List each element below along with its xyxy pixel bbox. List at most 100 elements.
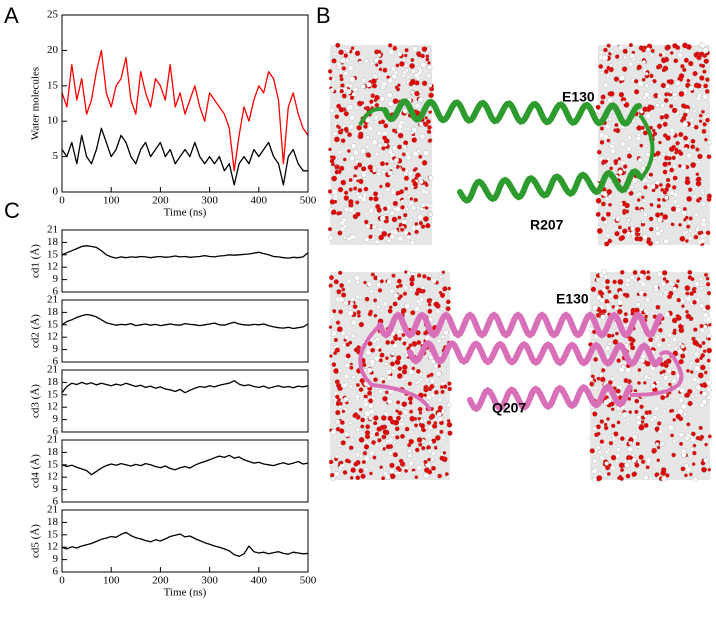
water-atom xyxy=(602,54,609,61)
water-atom xyxy=(699,286,704,291)
water-atom xyxy=(675,314,680,319)
water-atom xyxy=(391,273,396,278)
water-atom xyxy=(424,425,429,430)
water-atom xyxy=(671,452,676,458)
water-atom xyxy=(348,306,353,311)
water-atom xyxy=(358,178,364,185)
y-tick-label: 21 xyxy=(47,364,58,376)
water-atom xyxy=(630,311,635,316)
water-atom xyxy=(409,197,414,201)
water-atom xyxy=(597,110,602,114)
water-atom xyxy=(684,473,688,478)
water-atom xyxy=(408,438,414,445)
water-atom xyxy=(354,275,361,281)
water-atom xyxy=(674,147,679,153)
water-atom xyxy=(678,91,685,97)
water-atom xyxy=(603,425,609,431)
plot-frame xyxy=(61,299,309,363)
water-atom xyxy=(340,331,346,336)
water-atom xyxy=(635,441,640,446)
water-atom xyxy=(593,386,598,390)
water-atom xyxy=(656,458,661,463)
water-atom xyxy=(656,342,662,348)
water-atom xyxy=(367,164,374,170)
water-atom xyxy=(351,319,357,326)
water-atom xyxy=(434,429,440,435)
water-atom xyxy=(608,440,614,446)
water-atom xyxy=(340,138,346,144)
water-atom xyxy=(345,48,350,54)
water-atom xyxy=(428,273,432,278)
x-tick-label: 300 xyxy=(201,195,218,207)
water-atom xyxy=(667,332,672,338)
water-atom xyxy=(426,420,432,425)
water-atom xyxy=(354,159,360,164)
water-atom xyxy=(643,314,648,319)
water-atom xyxy=(642,198,647,203)
water-atom xyxy=(343,126,349,132)
water-atom xyxy=(706,387,712,393)
water-atom xyxy=(666,401,671,406)
water-atom xyxy=(355,475,361,481)
water-atom xyxy=(363,124,368,129)
water-atom xyxy=(385,186,391,192)
water-atom xyxy=(628,42,633,48)
water-atom xyxy=(596,376,601,381)
water-atom xyxy=(410,310,416,316)
water-atom xyxy=(662,169,668,175)
water-atom xyxy=(397,366,403,372)
water-atom xyxy=(671,317,678,324)
water-atom xyxy=(621,228,628,234)
water-atom xyxy=(429,372,434,377)
water-atom xyxy=(329,275,334,281)
water-atom xyxy=(670,206,677,212)
water-atom xyxy=(675,140,680,146)
water-atom xyxy=(357,187,363,193)
water-atom xyxy=(594,432,599,438)
water-atom xyxy=(617,278,624,285)
water-atom xyxy=(699,75,705,81)
water-atom xyxy=(439,429,444,434)
water-atom xyxy=(400,227,405,232)
water-atom xyxy=(375,239,380,245)
water-atom xyxy=(634,462,640,468)
water-atom xyxy=(403,285,409,291)
water-atom xyxy=(640,125,645,130)
water-atom xyxy=(590,374,595,379)
water-atom xyxy=(610,454,617,461)
water-atom xyxy=(623,55,628,60)
water-atom xyxy=(639,307,644,312)
water-atom xyxy=(665,473,670,478)
water-atom xyxy=(387,43,393,48)
water-atom xyxy=(612,339,619,345)
water-atom xyxy=(412,150,419,157)
water-atom xyxy=(661,57,667,64)
water-atom xyxy=(355,427,361,432)
water-atom xyxy=(690,447,695,451)
water-atom xyxy=(634,409,639,414)
water-atom xyxy=(329,108,335,114)
water-atom xyxy=(414,229,419,235)
water-atom xyxy=(369,471,373,476)
water-atom xyxy=(667,343,672,348)
water-atom xyxy=(434,389,439,395)
water-atom xyxy=(372,455,377,460)
water-atom xyxy=(692,450,697,456)
water-atom xyxy=(696,160,701,164)
water-atom xyxy=(397,328,402,334)
water-atom xyxy=(377,288,383,293)
water-atom xyxy=(374,355,380,362)
water-atom xyxy=(603,69,609,74)
water-atom xyxy=(634,226,641,233)
x-tick-label: 500 xyxy=(300,195,317,207)
water-atom xyxy=(640,195,645,200)
water-atom xyxy=(672,164,677,170)
water-atom xyxy=(672,92,678,97)
water-atom xyxy=(675,45,681,51)
water-atom xyxy=(332,131,338,137)
water-atom xyxy=(446,366,450,371)
water-atom xyxy=(618,367,625,373)
water-atom xyxy=(408,400,413,405)
water-atom xyxy=(413,72,420,79)
water-atom xyxy=(666,368,672,374)
